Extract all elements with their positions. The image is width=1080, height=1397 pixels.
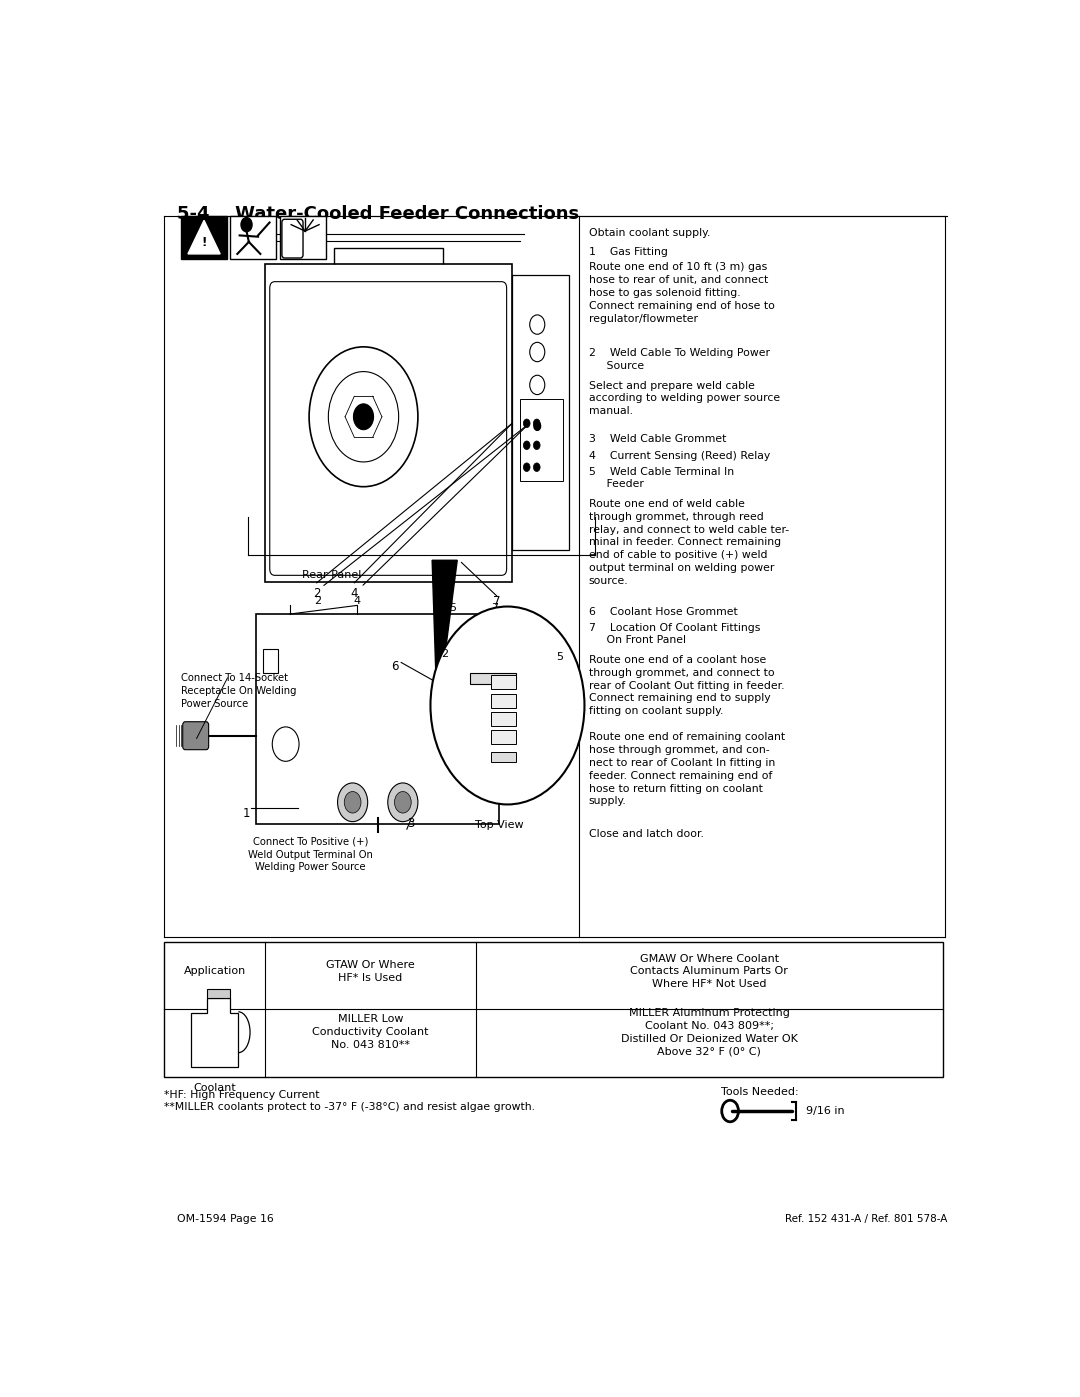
Text: 4: 4 <box>351 587 359 601</box>
Text: 1: 1 <box>243 806 251 820</box>
Text: Route one end of weld cable
through grommet, through reed
relay, and connect to : Route one end of weld cable through grom… <box>589 499 788 585</box>
Text: Close and latch door.: Close and latch door. <box>589 830 703 840</box>
Text: Connect To Positive (+)
Weld Output Terminal On
Welding Power Source: Connect To Positive (+) Weld Output Term… <box>248 837 374 872</box>
Text: Ref. 152 431-A / Ref. 801 578-A: Ref. 152 431-A / Ref. 801 578-A <box>784 1214 947 1224</box>
FancyBboxPatch shape <box>490 752 516 763</box>
Text: 5: 5 <box>445 595 453 608</box>
Circle shape <box>534 419 540 427</box>
Text: 2: 2 <box>313 587 321 601</box>
Text: Route one end of 10 ft (3 m) gas
hose to rear of unit, and connect
hose to gas s: Route one end of 10 ft (3 m) gas hose to… <box>589 263 774 324</box>
Circle shape <box>534 441 540 450</box>
Text: Route one end of remaining coolant
hose through grommet, and con-
nect to rear o: Route one end of remaining coolant hose … <box>589 732 785 806</box>
FancyBboxPatch shape <box>181 217 227 258</box>
FancyBboxPatch shape <box>521 398 563 481</box>
Circle shape <box>534 462 540 472</box>
FancyBboxPatch shape <box>270 282 507 576</box>
Text: 6: 6 <box>391 661 399 673</box>
Text: 1    Gas Fitting: 1 Gas Fitting <box>589 247 667 257</box>
Text: 9/16 in: 9/16 in <box>807 1106 845 1116</box>
Circle shape <box>388 782 418 821</box>
Text: Obtain coolant supply.: Obtain coolant supply. <box>589 228 710 237</box>
FancyBboxPatch shape <box>264 650 279 673</box>
FancyBboxPatch shape <box>206 989 230 997</box>
Polygon shape <box>188 221 220 254</box>
FancyBboxPatch shape <box>490 675 516 689</box>
Text: 4    Current Sensing (Reed) Relay: 4 Current Sensing (Reed) Relay <box>589 451 770 461</box>
Polygon shape <box>432 560 457 714</box>
Circle shape <box>524 419 530 427</box>
Circle shape <box>394 792 411 813</box>
Circle shape <box>534 422 541 430</box>
Text: **MILLER coolants protect to -37° F (-38°C) and resist algae growth.: **MILLER coolants protect to -37° F (-38… <box>164 1102 536 1112</box>
Text: 5: 5 <box>556 652 563 662</box>
Text: GMAW Or Where Coolant
Contacts Aluminum Parts Or
Where HF* Not Used: GMAW Or Where Coolant Contacts Aluminum … <box>631 954 788 989</box>
Text: 5: 5 <box>449 604 457 613</box>
Text: MILLER Low
Conductivity Coolant
No. 043 810**: MILLER Low Conductivity Coolant No. 043 … <box>312 1014 429 1051</box>
Circle shape <box>524 441 530 450</box>
Text: *HF: High Frequency Current: *HF: High Frequency Current <box>164 1090 320 1099</box>
Text: 5-4.   Water-Cooled Feeder Connections: 5-4. Water-Cooled Feeder Connections <box>177 205 579 224</box>
Text: 2    Weld Cable To Welding Power
     Source: 2 Weld Cable To Welding Power Source <box>589 348 770 372</box>
Text: Tools Needed:: Tools Needed: <box>721 1087 798 1098</box>
Circle shape <box>338 782 367 821</box>
FancyBboxPatch shape <box>230 217 276 258</box>
FancyBboxPatch shape <box>470 673 516 685</box>
Circle shape <box>241 218 252 232</box>
FancyBboxPatch shape <box>490 694 516 708</box>
FancyBboxPatch shape <box>282 219 303 258</box>
Text: Coolant: Coolant <box>193 1083 237 1094</box>
Text: MILLER Aluminum Protecting
Coolant No. 043 809**;
Distilled Or Deionized Water O: MILLER Aluminum Protecting Coolant No. 0… <box>621 1009 798 1056</box>
Circle shape <box>345 792 361 813</box>
Text: OM-1594 Page 16: OM-1594 Page 16 <box>177 1214 273 1224</box>
Text: Top View: Top View <box>475 820 524 830</box>
Text: 6    Coolant Hose Grommet: 6 Coolant Hose Grommet <box>589 606 738 616</box>
Text: 2: 2 <box>314 595 321 606</box>
Text: 7    Location Of Coolant Fittings
     On Front Panel: 7 Location Of Coolant Fittings On Front … <box>589 623 760 645</box>
FancyBboxPatch shape <box>280 217 326 258</box>
Circle shape <box>524 462 530 472</box>
FancyBboxPatch shape <box>256 615 499 824</box>
FancyBboxPatch shape <box>265 264 512 581</box>
Text: 5    Weld Cable Terminal In
     Feeder: 5 Weld Cable Terminal In Feeder <box>589 467 733 489</box>
FancyBboxPatch shape <box>183 722 208 750</box>
FancyBboxPatch shape <box>512 275 568 549</box>
Text: Route one end of a coolant hose
through grommet, and connect to
rear of Coolant : Route one end of a coolant hose through … <box>589 655 784 717</box>
Text: Connect To 14-Socket
Receptacle On Welding
Power Source: Connect To 14-Socket Receptacle On Weldi… <box>181 673 297 708</box>
Text: 4: 4 <box>353 595 361 606</box>
Text: 7: 7 <box>491 604 499 613</box>
Text: Application: Application <box>184 967 246 977</box>
Text: GTAW Or Where
HF* Is Used: GTAW Or Where HF* Is Used <box>326 960 415 983</box>
Text: 7: 7 <box>492 595 500 608</box>
Text: !: ! <box>201 236 206 249</box>
Circle shape <box>431 606 584 805</box>
Text: 3: 3 <box>407 817 415 830</box>
Text: Rear Panel: Rear Panel <box>302 570 362 580</box>
FancyBboxPatch shape <box>164 942 943 1077</box>
Text: 2: 2 <box>441 648 448 659</box>
Text: Select and prepare weld cable
according to welding power source
manual.: Select and prepare weld cable according … <box>589 380 780 416</box>
Polygon shape <box>191 997 239 1067</box>
Circle shape <box>353 404 374 430</box>
FancyBboxPatch shape <box>490 731 516 745</box>
Text: 3    Weld Cable Grommet: 3 Weld Cable Grommet <box>589 434 726 444</box>
FancyBboxPatch shape <box>490 712 516 726</box>
